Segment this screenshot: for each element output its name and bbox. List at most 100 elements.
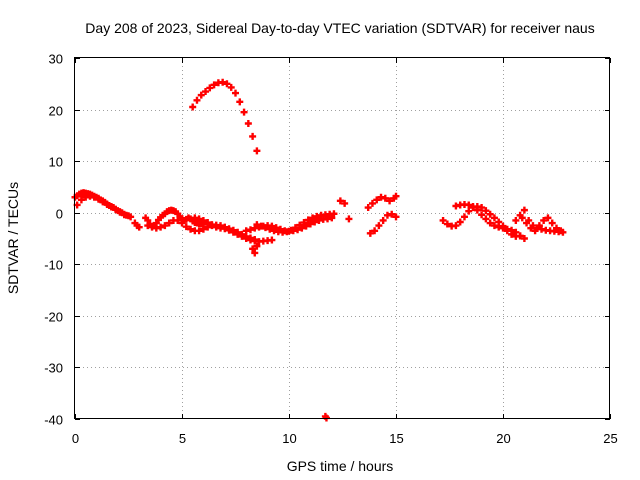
y-tick-label: 20 xyxy=(49,104,63,119)
data-point xyxy=(523,219,531,227)
data-point xyxy=(302,222,310,230)
y-tick-label: -30 xyxy=(44,361,63,376)
data-points-layer xyxy=(71,78,567,422)
data-point xyxy=(77,196,85,204)
data-point xyxy=(473,206,481,214)
data-point xyxy=(520,206,528,214)
data-point xyxy=(251,249,259,257)
data-point xyxy=(107,203,115,211)
data-point xyxy=(465,201,473,209)
data-point xyxy=(229,228,237,236)
data-point xyxy=(225,226,233,234)
data-point xyxy=(287,226,295,234)
data-point xyxy=(165,219,173,227)
data-point xyxy=(206,84,214,92)
y-tick-label: 0 xyxy=(56,207,63,222)
data-point xyxy=(135,223,143,231)
data-point xyxy=(268,236,276,244)
data-point xyxy=(490,222,498,230)
data-point xyxy=(120,211,128,219)
data-point xyxy=(518,214,526,222)
data-point xyxy=(465,207,473,215)
data-point xyxy=(223,80,231,88)
data-point xyxy=(544,214,552,222)
x-tick-label: 0 xyxy=(72,431,79,446)
x-tick-label: 20 xyxy=(496,431,510,446)
data-point xyxy=(482,215,490,223)
data-point xyxy=(486,219,494,227)
data-point xyxy=(469,203,477,211)
data-point xyxy=(527,224,535,232)
data-point xyxy=(112,206,120,214)
data-point xyxy=(371,227,379,235)
data-point xyxy=(512,216,520,224)
data-point xyxy=(330,210,338,218)
data-point xyxy=(520,235,528,242)
data-point xyxy=(309,214,317,222)
data-point xyxy=(283,228,291,236)
data-point xyxy=(253,147,261,155)
data-point xyxy=(189,103,197,111)
y-tick-label: -10 xyxy=(44,258,63,273)
data-point xyxy=(161,222,169,230)
data-point xyxy=(202,88,210,96)
data-point xyxy=(386,197,394,205)
data-point xyxy=(291,224,299,232)
data-point xyxy=(443,220,451,228)
data-point xyxy=(296,221,304,229)
data-point xyxy=(219,78,227,86)
data-point xyxy=(548,219,556,227)
data-point xyxy=(234,230,242,238)
data-point xyxy=(540,216,548,224)
data-point xyxy=(187,225,195,233)
data-point xyxy=(221,225,229,233)
data-point xyxy=(193,96,201,104)
y-tick-label: 30 xyxy=(49,52,63,67)
data-point xyxy=(508,226,516,234)
data-point xyxy=(392,192,400,200)
data-point xyxy=(240,108,248,116)
data-point xyxy=(178,219,186,227)
data-point xyxy=(236,98,244,106)
data-point xyxy=(244,119,252,127)
data-point xyxy=(266,225,274,233)
data-point xyxy=(304,216,312,224)
data-point xyxy=(249,132,257,140)
y-tick-label: 10 xyxy=(49,155,63,170)
data-point xyxy=(381,194,389,202)
data-point xyxy=(336,197,344,205)
data-point xyxy=(195,227,203,235)
data-point xyxy=(257,222,265,230)
x-tick-label: 10 xyxy=(282,431,296,446)
data-point xyxy=(227,83,235,91)
data-point xyxy=(232,89,239,97)
data-point xyxy=(199,225,207,233)
data-point xyxy=(452,222,460,230)
plot-frame xyxy=(74,57,610,419)
data-point xyxy=(341,199,349,207)
data-point xyxy=(322,414,330,422)
y-tick-label: -20 xyxy=(44,310,63,325)
data-point xyxy=(460,213,468,221)
data-point xyxy=(482,207,490,215)
data-point xyxy=(375,222,383,230)
data-point xyxy=(127,213,135,221)
data-point xyxy=(345,215,353,223)
data-point xyxy=(208,221,216,229)
data-point xyxy=(253,242,261,250)
data-point xyxy=(204,219,212,227)
y-axis-label: SDTVAR / TECUs xyxy=(5,182,21,294)
data-point xyxy=(253,221,261,229)
data-point xyxy=(516,232,524,240)
data-point xyxy=(364,204,372,212)
data-point xyxy=(103,200,111,208)
data-point xyxy=(311,218,319,226)
data-point xyxy=(557,227,565,235)
grid-layer xyxy=(75,58,610,419)
x-tick-label: 25 xyxy=(603,431,617,446)
x-axis-label: GPS time / hours xyxy=(287,458,394,474)
data-point xyxy=(249,245,257,253)
data-point xyxy=(531,227,539,235)
data-point xyxy=(199,216,207,224)
